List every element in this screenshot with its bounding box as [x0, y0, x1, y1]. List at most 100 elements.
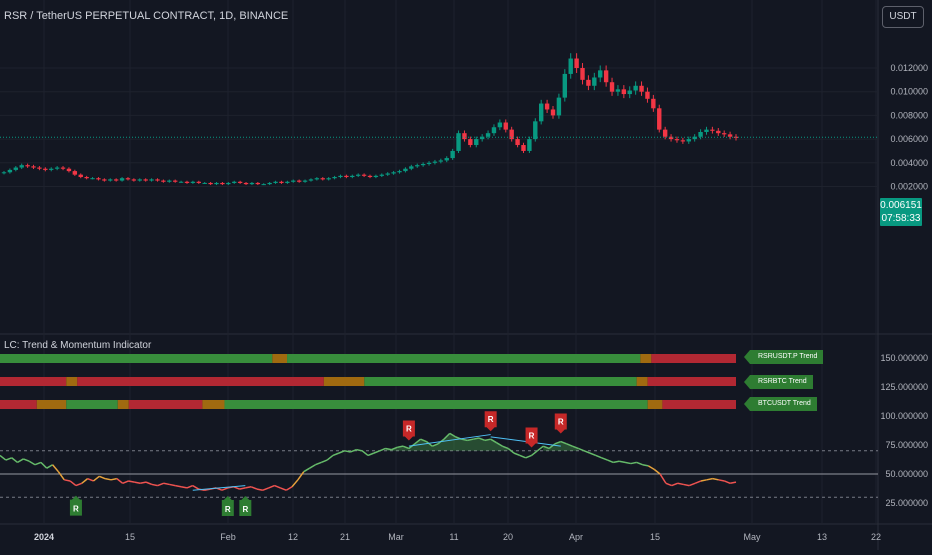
- oscillator-segment: [250, 486, 258, 490]
- oscillator-axis[interactable]: 150.000000 125.000000 100.000000 75.000000 5…: [880, 353, 928, 508]
- oscillator-segment: [0, 454, 7, 461]
- time-axis[interactable]: 2024 15 Feb 12 21 Mar 11 20 Apr 15 May 13 22: [34, 532, 881, 542]
- candle-body: [633, 85, 638, 91]
- candle-body: [190, 181, 196, 183]
- candle-body: [320, 178, 325, 180]
- trend-segment: [323, 377, 365, 386]
- candle-body: [450, 150, 455, 159]
- candle-body: [37, 167, 42, 169]
- candle-body: [119, 178, 125, 181]
- price-tick-label: 0.012000: [890, 63, 928, 73]
- indicator-title[interactable]: LC: Trend & Momentum Indicator: [4, 340, 152, 351]
- marker-shape: [484, 411, 497, 432]
- candle-body: [90, 178, 95, 180]
- candle-body: [509, 129, 514, 140]
- candle-body: [285, 181, 290, 183]
- candle-body: [657, 108, 662, 130]
- price-tick-label: 0.008000: [890, 110, 928, 120]
- oscillator-segment: [361, 450, 369, 457]
- candle-body: [721, 133, 727, 135]
- candle-body: [78, 174, 83, 178]
- oscillator-panel: R R R R R R R: [0, 411, 878, 516]
- candle-body: [314, 178, 320, 180]
- trend-label-rsrusdt: RSRUSDT.P Trend: [743, 350, 824, 364]
- candle-body: [326, 178, 331, 180]
- oscillator-segment: [233, 486, 240, 490]
- candle-body: [355, 174, 361, 176]
- time-tick-label: 21: [340, 532, 350, 542]
- oscillator-segment: [507, 447, 515, 454]
- quote-unit-button[interactable]: USDT: [882, 6, 924, 28]
- candle-body: [592, 77, 597, 86]
- oscillator-segment: [420, 438, 427, 443]
- time-tick-label: 15: [650, 532, 660, 542]
- price-axis[interactable]: 0.012000 0.010000 0.008000 0.006000 0.004000…: [890, 63, 928, 192]
- marker-label: R: [73, 505, 79, 514]
- oscillator-segment: [5, 457, 12, 461]
- candle-body: [350, 175, 355, 178]
- oscillator-segment: [163, 482, 170, 486]
- trend-label-btcusdt: BTCUSDT Trend: [744, 397, 817, 411]
- candle-body: [403, 168, 408, 172]
- oscillator-segment: [659, 473, 667, 484]
- candle-body: [232, 181, 237, 183]
- candle-body: [680, 140, 686, 142]
- candle-body: [556, 97, 562, 116]
- oscillator-segment: [180, 486, 188, 489]
- oscillator-segment: [443, 432, 451, 440]
- candle-body: [214, 182, 219, 185]
- oscillator-segment: [151, 483, 158, 487]
- candle-body: [527, 139, 532, 151]
- price-tick-label: 0.002000: [890, 182, 928, 192]
- oscillator-segment: [350, 448, 357, 453]
- oscillator-segment: [647, 465, 655, 471]
- marker-label: R: [558, 418, 564, 427]
- oscillator-tick-label: 50.000000: [885, 469, 928, 479]
- candle-body: [692, 136, 697, 140]
- time-tick-label: Apr: [569, 532, 583, 542]
- oscillator-segment: [630, 461, 637, 465]
- trend-label-rsrbtc: RSRBTC Trend: [744, 375, 813, 389]
- trend-segment: [0, 354, 273, 363]
- candle-body: [515, 139, 520, 146]
- oscillator-segment: [449, 432, 457, 438]
- candle-body: [167, 180, 172, 182]
- trend-segment: [647, 400, 663, 409]
- oscillator-segment: [607, 459, 614, 464]
- oscillator-segment: [297, 471, 305, 481]
- candle-body: [220, 182, 225, 185]
- candle-body: [237, 181, 243, 183]
- oscillator-segment: [595, 454, 602, 459]
- time-tick-label: 20: [503, 532, 513, 542]
- bearish-marker: R: [484, 411, 497, 432]
- candle-body: [485, 133, 491, 137]
- candle-body: [131, 179, 137, 181]
- candle-body: [586, 79, 591, 86]
- oscillator-segment: [613, 460, 620, 464]
- oscillator-segment: [23, 458, 30, 462]
- candle-body: [645, 91, 650, 99]
- oscillator-segment: [256, 488, 264, 491]
- candle-body: [19, 165, 24, 168]
- time-tick-label: 13: [817, 532, 827, 542]
- oscillator-segment: [671, 482, 678, 487]
- candle-body: [31, 166, 36, 168]
- oscillator-segment: [291, 479, 299, 488]
- candle-body: [379, 174, 385, 176]
- candle-body: [149, 179, 154, 181]
- oscillator-segment: [81, 478, 89, 484]
- candle-body: [338, 175, 343, 178]
- candle-body: [615, 89, 621, 92]
- candle-body: [161, 180, 166, 182]
- trend-segment: [640, 354, 652, 363]
- oscillator-tick-label: 100.000000: [880, 411, 928, 421]
- trend-segment: [117, 400, 129, 409]
- oscillator-segment: [414, 438, 422, 445]
- oscillator-segment: [69, 480, 77, 487]
- candle-body: [367, 175, 373, 178]
- oscillator-segment: [601, 457, 608, 461]
- oscillator-segment: [472, 437, 480, 440]
